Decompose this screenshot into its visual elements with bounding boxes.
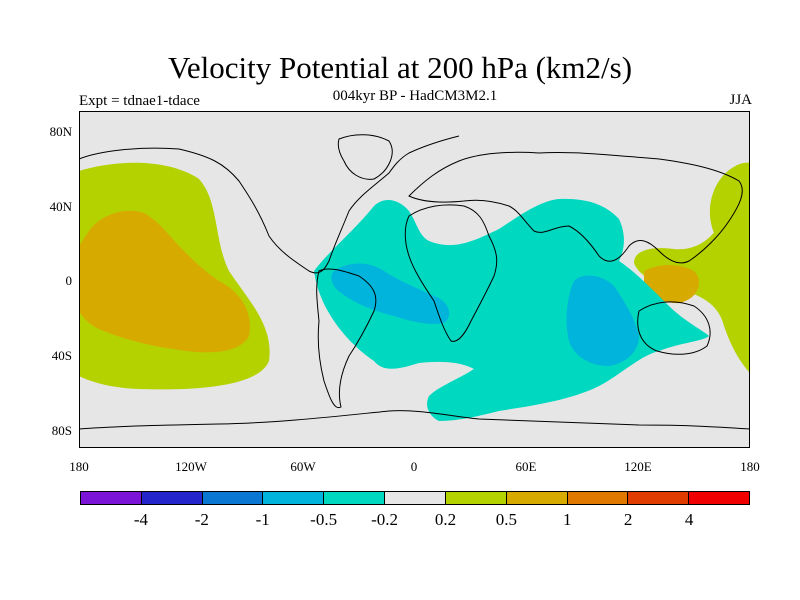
x-tick-60e: 60E — [515, 459, 537, 474]
region-indian-ocean-core — [566, 275, 639, 366]
y-tick-80s: 80S — [51, 423, 72, 438]
colorbar-box-10 — [689, 492, 749, 504]
colorbar-box-4 — [324, 492, 386, 504]
x-tick-60w: 60W — [290, 459, 316, 474]
region-maritime-continent-core — [644, 265, 699, 304]
coast-greenland — [337, 134, 393, 180]
x-tick-120e: 120E — [624, 459, 652, 474]
colorbar-label: 4 — [684, 510, 694, 529]
chart-title: Velocity Potential at 200 hPa (km2/s) — [167, 50, 633, 85]
x-tick-180w: 180 — [69, 459, 89, 474]
coast-antarctica — [79, 410, 750, 430]
coast-australia — [637, 301, 711, 355]
colorbar-box-9 — [628, 492, 690, 504]
y-tick-0: 0 — [65, 273, 73, 288]
colorbar-label: -4 — [133, 510, 148, 529]
region-western-pacific-top — [709, 162, 750, 251]
colorbar-box-0 — [81, 492, 142, 504]
map-panel — [79, 111, 750, 448]
colorbar-label: 1 — [563, 510, 572, 529]
coast-north-america — [79, 135, 460, 274]
y-tick-40s: 40S — [51, 348, 72, 363]
coastlines — [79, 134, 750, 430]
chart-subtitle: 004kyr BP - HadCM3M2.1 — [332, 88, 498, 104]
colorbar-label: -1 — [255, 510, 270, 529]
colorbar-label: 0.2 — [434, 510, 457, 529]
colorbar-box-6 — [445, 492, 507, 504]
coast-eurasia — [408, 151, 743, 264]
region-south-atlantic-core — [331, 263, 450, 324]
season-label: JJA — [729, 92, 752, 108]
experiment-label: Expt = tdnae1-tdace — [79, 93, 200, 109]
colorbar-box-2 — [202, 492, 264, 504]
colorbar — [80, 491, 750, 505]
colorbar-label: -2 — [194, 510, 209, 529]
colorbar-label: -0.5 — [310, 510, 338, 529]
colorbar-box-8 — [567, 492, 629, 504]
x-tick-180e: 180 — [740, 459, 760, 474]
x-tick-0: 0 — [410, 459, 418, 474]
colorbar-box-1 — [141, 492, 203, 504]
colorbar-label: 2 — [623, 510, 633, 529]
colorbar-box-3 — [263, 492, 325, 504]
y-tick-80n: 80N — [49, 124, 72, 139]
coast-africa — [404, 204, 498, 342]
colorbar-box-5 — [385, 492, 446, 504]
region-central-pacific-core — [79, 210, 250, 353]
map-border — [79, 111, 750, 448]
colorbar-label: -0.2 — [371, 510, 398, 529]
region-western-pacific-positive — [634, 166, 750, 373]
x-tick-120w: 120W — [175, 459, 207, 474]
coast-south-america — [316, 268, 377, 409]
y-tick-40n: 40N — [49, 199, 72, 214]
colorbar-label: 0.5 — [495, 510, 517, 529]
colorbar-box-7 — [506, 492, 568, 504]
velocity-potential-map — [79, 111, 750, 448]
